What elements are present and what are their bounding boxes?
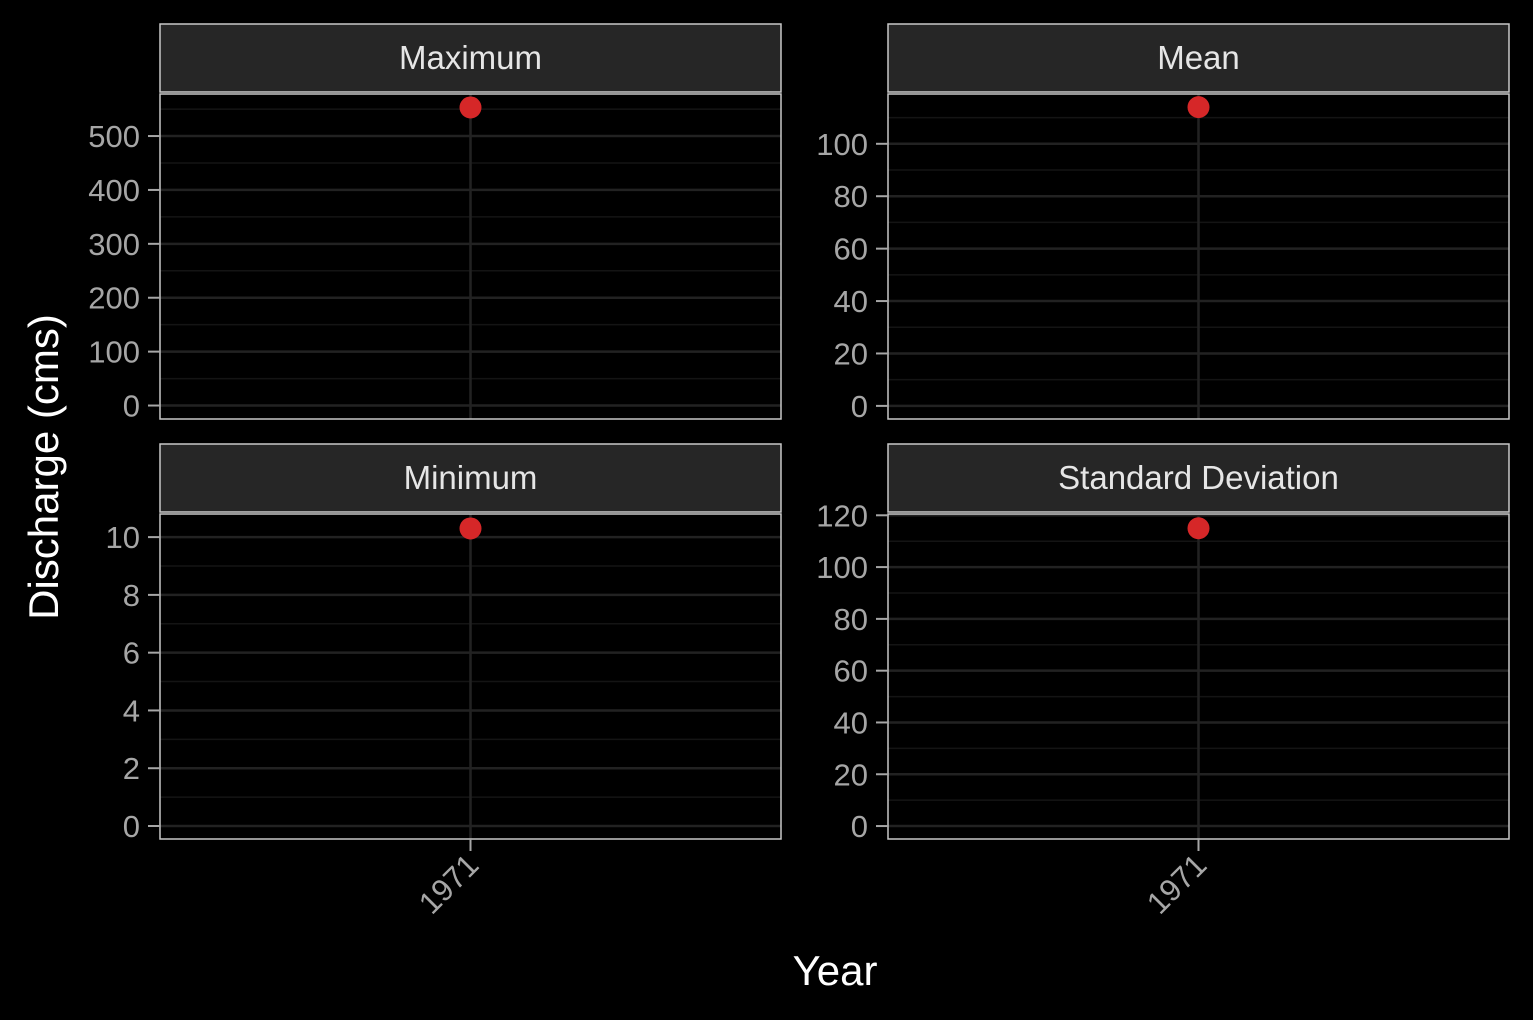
y-tick-label-maximum-0: 0: [123, 389, 140, 424]
y-axis-title: Discharge (cms): [20, 314, 67, 620]
y-tick-label-minimum-0: 0: [123, 809, 140, 844]
y-tick-label-mean-2: 40: [834, 284, 868, 319]
data-point-standard-deviation-0: [1187, 517, 1210, 540]
y-tick-label-maximum-4: 400: [88, 173, 140, 208]
y-tick-label-maximum-1: 100: [88, 335, 140, 370]
y-tick-label-standard-deviation-1: 20: [834, 757, 868, 792]
data-point-minimum-0: [459, 517, 482, 540]
strip-title-standard-deviation: Standard Deviation: [1058, 459, 1339, 496]
y-tick-label-standard-deviation-5: 100: [816, 550, 868, 585]
strip-title-maximum: Maximum: [399, 39, 542, 76]
strip-title-mean: Mean: [1157, 39, 1240, 76]
data-point-mean-0: [1187, 96, 1210, 119]
facet-panels: Maximum0100200300400500Mean020406080100M…: [88, 23, 1510, 921]
strip-title-minimum: Minimum: [404, 459, 538, 496]
y-tick-label-minimum-1: 2: [123, 751, 140, 786]
y-tick-label-minimum-5: 10: [106, 520, 140, 555]
y-tick-label-standard-deviation-0: 0: [851, 809, 868, 844]
data-point-maximum-0: [459, 96, 482, 119]
y-tick-label-maximum-2: 200: [88, 281, 140, 316]
strip-mean: [887, 23, 1510, 93]
y-tick-label-standard-deviation-2: 40: [834, 705, 868, 740]
panel-maximum: Maximum 0 100 200 300 400 500: [88, 23, 782, 424]
y-tick-label-maximum-3: 300: [88, 227, 140, 262]
strip-minimum: [159, 443, 782, 513]
strip-maximum: [159, 23, 782, 93]
x-axis-title: Year: [793, 947, 878, 994]
y-tick-label-standard-deviation-4: 80: [834, 602, 868, 637]
y-tick-label-mean-3: 60: [834, 232, 868, 267]
y-tick-label-standard-deviation-3: 60: [834, 654, 868, 689]
y-tick-label-standard-deviation-6: 120: [816, 498, 868, 533]
y-tick-label-minimum-3: 6: [123, 636, 140, 671]
panel-mean: Mean 0 20 40 60 80 100: [816, 23, 1510, 424]
y-tick-label-mean-5: 100: [816, 127, 868, 162]
panel-border-maximum: [159, 93, 782, 420]
panel-border-mean: [887, 93, 1510, 420]
y-tick-label-minimum-4: 8: [123, 578, 140, 613]
y-tick-label-minimum-2: 4: [123, 693, 140, 728]
y-tick-label-mean-1: 20: [834, 336, 868, 371]
y-tick-label-mean-0: 0: [851, 389, 868, 424]
strip-standard-deviation: [887, 443, 1510, 513]
y-tick-label-mean-4: 80: [834, 179, 868, 214]
y-tick-label-maximum-5: 500: [88, 119, 140, 154]
